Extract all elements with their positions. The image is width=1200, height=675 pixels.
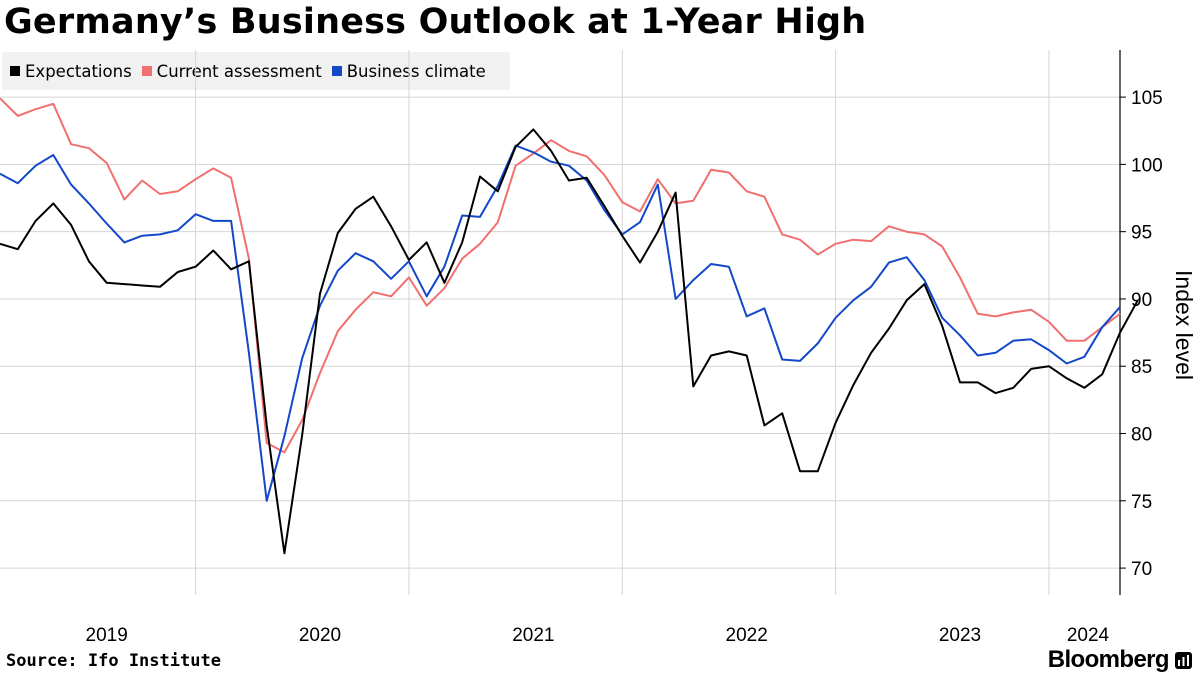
x-tick-label-2021: 2021 <box>512 625 554 646</box>
series-line-current <box>0 97 1121 454</box>
bloomberg-terminal-icon <box>1175 651 1192 669</box>
legend-swatch-expectations <box>10 66 20 76</box>
y-tick-label-80: 80 <box>1131 425 1152 446</box>
x-tick-label-2022: 2022 <box>726 625 768 646</box>
y-tick-label-85: 85 <box>1131 357 1152 378</box>
y-tick-label-90: 90 <box>1131 290 1152 311</box>
legend-item-current-assessment: Current assessment <box>141 61 322 81</box>
legend-label-current-assessment: Current assessment <box>156 61 322 81</box>
brand-name: Bloomberg <box>1047 646 1170 673</box>
legend-swatch-current-assessment <box>141 66 152 76</box>
series-line-expectations <box>0 128 1139 555</box>
legend-item-expectations: Expectations <box>10 62 132 81</box>
y-tick-label-100: 100 <box>1131 155 1163 176</box>
y-tick-label-105: 105 <box>1131 88 1163 109</box>
x-tick-label-2019: 2019 <box>86 625 128 646</box>
x-tick-label-2024: 2024 <box>1067 625 1110 646</box>
chart-legend: Expectations Current assessment Business… <box>2 52 510 90</box>
y-tick-label-70: 70 <box>1131 559 1152 580</box>
brand-logo: Bloomberg <box>1048 646 1192 674</box>
legend-label-expectations: Expectations <box>25 61 132 81</box>
series-line-climate <box>0 144 1121 502</box>
source-note: Source: Ifo Institute <box>6 651 221 671</box>
y-tick-label-95: 95 <box>1131 223 1152 244</box>
chart-title: Germany’s Business Outlook at 1-Year Hig… <box>4 2 867 42</box>
legend-item-business-climate: Business climate <box>331 61 486 81</box>
x-tick-label-2023: 2023 <box>939 625 981 646</box>
legend-swatch-business-climate <box>331 66 342 76</box>
legend-label-business-climate: Business climate <box>346 61 486 81</box>
y-tick-label-75: 75 <box>1131 492 1152 513</box>
x-tick-label-2020: 2020 <box>299 625 341 646</box>
y-axis-label: Index level <box>1171 270 1197 380</box>
